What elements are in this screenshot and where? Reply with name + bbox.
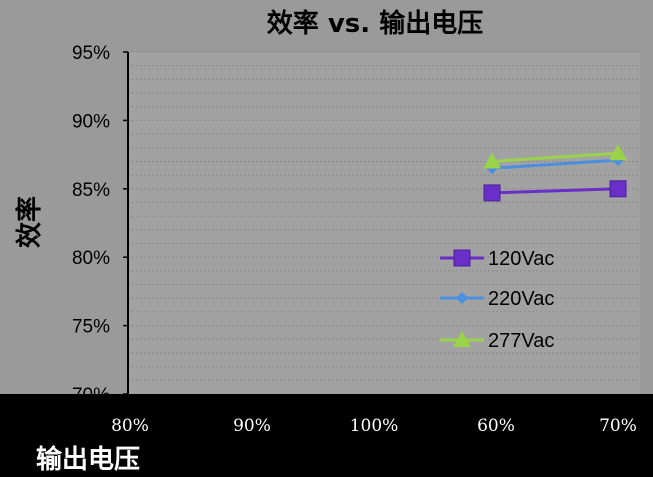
x-tick-label: 100%: [350, 416, 399, 436]
data-point-277Vac: [483, 152, 501, 169]
legend-marker: [453, 331, 471, 347]
data-point-120Vac: [609, 180, 627, 198]
x-axis-label: 输出电压: [36, 444, 140, 475]
x-tick-label: 90%: [233, 416, 271, 436]
bottom-band: [0, 394, 653, 477]
y-axis-label: 效率: [14, 196, 45, 248]
x-tick-label: 70%: [599, 416, 637, 436]
y-tick-label: 95%: [72, 43, 110, 64]
legend-label: 120Vac: [488, 248, 554, 270]
legend: 120Vac 220Vac 277Vac: [440, 248, 554, 352]
grid-lines: [128, 51, 640, 395]
legend-marker: [456, 292, 468, 304]
series-line-277Vac: [491, 151, 619, 163]
data-point-120Vac: [483, 184, 501, 202]
legend-marker: [453, 249, 471, 267]
series-layer: [483, 144, 627, 202]
chart-title: 效率 vs. 输出电压: [267, 8, 483, 39]
x-tick-label: 80%: [111, 416, 149, 436]
x-axis-ticks: 80% 90% 100% 60% 70%: [111, 416, 637, 436]
x-tick-label: 60%: [477, 416, 515, 436]
legend-label: 277Vac: [488, 330, 554, 352]
series-line-220Vac: [491, 158, 619, 170]
y-tick-label: 90%: [72, 111, 110, 132]
plot-area: [128, 52, 640, 394]
data-point-277Vac: [609, 144, 627, 161]
legend-label: 220Vac: [488, 288, 554, 310]
y-tick-label: 75%: [72, 317, 110, 338]
y-tick-label: 80%: [72, 248, 110, 269]
series-line-120Vac: [491, 187, 619, 195]
y-tick-label: 85%: [72, 180, 110, 201]
